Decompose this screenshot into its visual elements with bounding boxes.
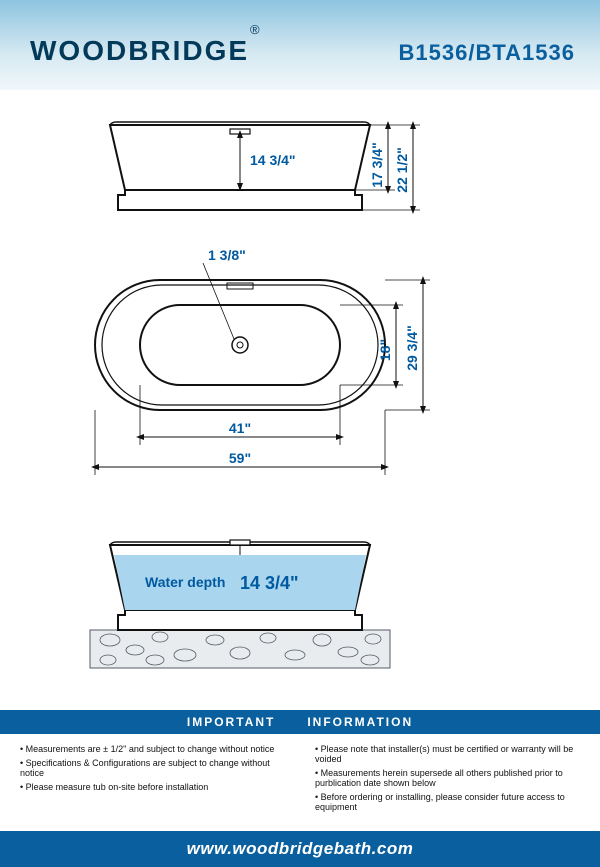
info-bullet: • Measurements herein supersede all othe… (315, 768, 580, 788)
side-view: 14 3/4" 17 3/4" 22 1/2" (110, 122, 420, 210)
drain-dia-dim: 1 3/8" (208, 247, 246, 263)
model-number: B1536/BTA1536 (399, 40, 575, 66)
water-depth-label: Water depth (145, 574, 225, 590)
top-view: 1 3/8" 41" 59" 18" 29 3/4" (95, 247, 430, 475)
info-left-column: • Measurements are ± 1/2" and subject to… (20, 744, 285, 816)
info-bullet: • Before ordering or installing, please … (315, 792, 580, 812)
outer-length-dim: 59" (229, 450, 251, 466)
info-bullet: • Specifications & Configurations are su… (20, 758, 285, 778)
depth-dim: 14 3/4" (250, 152, 296, 168)
info-header-left: IMPORTANT (187, 715, 275, 729)
header-banner: WOODBRIDGE ® B1536/BTA1536 (0, 0, 600, 90)
water-depth-view: Water depth 14 3/4" (90, 540, 390, 668)
info-bullet: • Please measure tub on-site before inst… (20, 782, 285, 792)
outer-height-dim: 22 1/2" (394, 147, 410, 193)
info-bullet: • Please note that installer(s) must be … (315, 744, 580, 764)
info-header: IMPORTANT INFORMATION (0, 710, 600, 734)
inner-length-dim: 41" (229, 420, 251, 436)
diagram-area: 14 3/4" 17 3/4" 22 1/2" 1 3/8" 41" 59" (0, 90, 600, 710)
water-depth-value: 14 3/4" (240, 573, 299, 593)
info-right-column: • Please note that installer(s) must be … (315, 744, 580, 816)
registered-mark: ® (250, 22, 260, 37)
info-header-right: INFORMATION (307, 715, 413, 729)
info-bullet: • Measurements are ± 1/2" and subject to… (20, 744, 285, 754)
technical-drawings-svg: 14 3/4" 17 3/4" 22 1/2" 1 3/8" 41" 59" (0, 90, 600, 710)
inner-height-dim: 17 3/4" (369, 142, 385, 188)
footer-url: www.woodbridgebath.com (0, 831, 600, 867)
info-body: • Measurements are ± 1/2" and subject to… (0, 734, 600, 831)
outer-width-dim: 29 3/4" (404, 325, 420, 371)
brand-logo: WOODBRIDGE (30, 35, 249, 67)
inner-width-dim: 18" (377, 339, 393, 361)
